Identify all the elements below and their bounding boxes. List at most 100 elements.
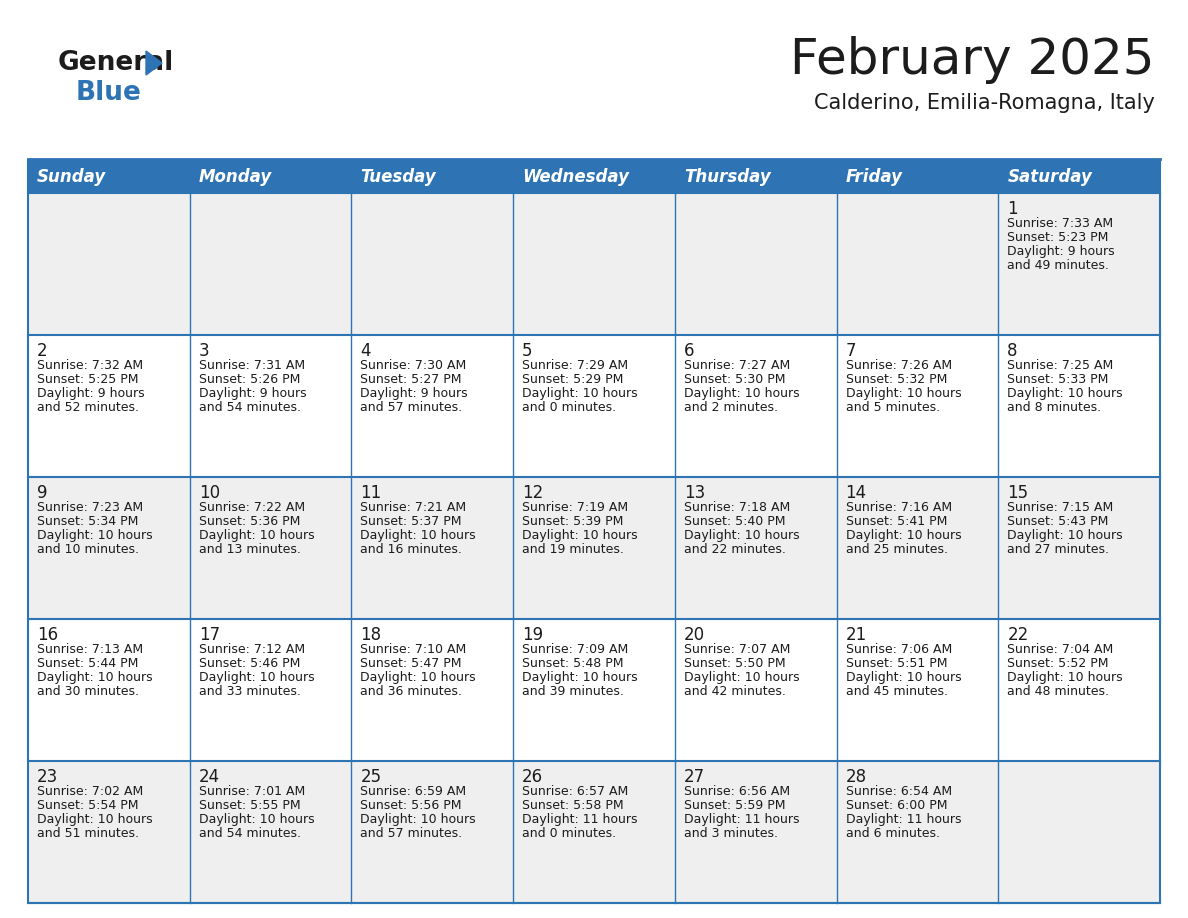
Text: Daylight: 10 hours: Daylight: 10 hours [523, 529, 638, 542]
Text: February 2025: February 2025 [790, 36, 1155, 84]
Text: Sunrise: 7:04 AM: Sunrise: 7:04 AM [1007, 643, 1113, 655]
Bar [513, 160, 675, 193]
Text: Sunrise: 7:09 AM: Sunrise: 7:09 AM [523, 643, 628, 655]
Text: 2: 2 [37, 342, 48, 360]
Text: 21: 21 [846, 626, 867, 644]
Text: Sunset: 5:50 PM: Sunset: 5:50 PM [684, 656, 785, 670]
Text: Daylight: 10 hours: Daylight: 10 hours [198, 529, 315, 542]
Text: Daylight: 10 hours: Daylight: 10 hours [360, 812, 476, 825]
Text: Sunrise: 7:32 AM: Sunrise: 7:32 AM [37, 359, 143, 372]
Text: Sunrise: 7:30 AM: Sunrise: 7:30 AM [360, 359, 467, 372]
Text: Sunset: 5:40 PM: Sunset: 5:40 PM [684, 515, 785, 528]
Text: Sunrise: 7:22 AM: Sunrise: 7:22 AM [198, 501, 305, 514]
Text: Sunset: 5:30 PM: Sunset: 5:30 PM [684, 373, 785, 386]
Text: Daylight: 11 hours: Daylight: 11 hours [523, 812, 638, 825]
Text: 27: 27 [684, 768, 704, 786]
Text: General: General [58, 50, 175, 76]
Text: Friday: Friday [846, 167, 903, 185]
Text: 28: 28 [846, 768, 867, 786]
Text: Daylight: 10 hours: Daylight: 10 hours [846, 529, 961, 542]
Text: Sunrise: 7:21 AM: Sunrise: 7:21 AM [360, 501, 467, 514]
Text: Sunset: 5:46 PM: Sunset: 5:46 PM [198, 656, 301, 670]
Text: Daylight: 10 hours: Daylight: 10 hours [360, 529, 476, 542]
Text: Sunset: 5:47 PM: Sunset: 5:47 PM [360, 656, 462, 670]
Text: and 2 minutes.: and 2 minutes. [684, 400, 778, 414]
Text: and 5 minutes.: and 5 minutes. [846, 400, 940, 414]
Text: 24: 24 [198, 768, 220, 786]
Text: and 16 minutes.: and 16 minutes. [360, 543, 462, 555]
Text: and 57 minutes.: and 57 minutes. [360, 826, 462, 840]
Bar [836, 160, 998, 193]
Text: Sunset: 5:55 PM: Sunset: 5:55 PM [198, 799, 301, 812]
Text: and 3 minutes.: and 3 minutes. [684, 826, 778, 840]
Text: 16: 16 [37, 626, 58, 644]
Text: Sunrise: 7:15 AM: Sunrise: 7:15 AM [1007, 501, 1113, 514]
Text: Sunday: Sunday [37, 167, 106, 185]
Text: Sunrise: 7:01 AM: Sunrise: 7:01 AM [198, 785, 305, 798]
Text: and 48 minutes.: and 48 minutes. [1007, 685, 1110, 698]
Text: Sunset: 5:27 PM: Sunset: 5:27 PM [360, 373, 462, 386]
Text: Sunrise: 7:10 AM: Sunrise: 7:10 AM [360, 643, 467, 655]
Bar [29, 160, 1159, 903]
Bar [190, 160, 352, 193]
Text: Daylight: 9 hours: Daylight: 9 hours [198, 386, 307, 399]
Text: Daylight: 9 hours: Daylight: 9 hours [360, 386, 468, 399]
Text: and 8 minutes.: and 8 minutes. [1007, 400, 1101, 414]
Text: Sunrise: 7:06 AM: Sunrise: 7:06 AM [846, 643, 952, 655]
Text: Daylight: 10 hours: Daylight: 10 hours [198, 812, 315, 825]
Text: Daylight: 11 hours: Daylight: 11 hours [846, 812, 961, 825]
Text: Saturday: Saturday [1007, 167, 1092, 185]
Text: 25: 25 [360, 768, 381, 786]
Text: Sunset: 5:56 PM: Sunset: 5:56 PM [360, 799, 462, 812]
Text: 1: 1 [1007, 200, 1018, 218]
Bar [675, 160, 836, 193]
Text: Sunset: 5:59 PM: Sunset: 5:59 PM [684, 799, 785, 812]
Text: Sunset: 5:51 PM: Sunset: 5:51 PM [846, 656, 947, 670]
Bar [29, 193, 1159, 335]
Bar [29, 160, 190, 193]
Text: Daylight: 10 hours: Daylight: 10 hours [37, 671, 152, 684]
Text: Daylight: 10 hours: Daylight: 10 hours [198, 671, 315, 684]
Bar [998, 160, 1159, 193]
Text: and 30 minutes.: and 30 minutes. [37, 685, 139, 698]
Text: Sunset: 5:48 PM: Sunset: 5:48 PM [523, 656, 624, 670]
Text: and 13 minutes.: and 13 minutes. [198, 543, 301, 555]
Text: and 19 minutes.: and 19 minutes. [523, 543, 624, 555]
Bar [29, 619, 1159, 761]
Text: and 22 minutes.: and 22 minutes. [684, 543, 785, 555]
Text: 10: 10 [198, 484, 220, 502]
Text: 17: 17 [198, 626, 220, 644]
Text: Daylight: 11 hours: Daylight: 11 hours [684, 812, 800, 825]
Text: 8: 8 [1007, 342, 1018, 360]
Text: Daylight: 10 hours: Daylight: 10 hours [846, 386, 961, 399]
Text: Sunset: 5:32 PM: Sunset: 5:32 PM [846, 373, 947, 386]
Text: 5: 5 [523, 342, 532, 360]
Text: Daylight: 10 hours: Daylight: 10 hours [1007, 386, 1123, 399]
Text: and 45 minutes.: and 45 minutes. [846, 685, 948, 698]
Bar [29, 477, 1159, 619]
Text: Daylight: 10 hours: Daylight: 10 hours [523, 386, 638, 399]
Text: Daylight: 10 hours: Daylight: 10 hours [1007, 671, 1123, 684]
Text: Sunrise: 7:23 AM: Sunrise: 7:23 AM [37, 501, 143, 514]
Text: Sunrise: 6:56 AM: Sunrise: 6:56 AM [684, 785, 790, 798]
Text: Sunrise: 6:54 AM: Sunrise: 6:54 AM [846, 785, 952, 798]
Text: Sunset: 5:33 PM: Sunset: 5:33 PM [1007, 373, 1108, 386]
Text: and 25 minutes.: and 25 minutes. [846, 543, 948, 555]
Text: Sunset: 5:34 PM: Sunset: 5:34 PM [37, 515, 138, 528]
Text: 20: 20 [684, 626, 704, 644]
Text: Wednesday: Wednesday [523, 167, 630, 185]
Text: Daylight: 10 hours: Daylight: 10 hours [360, 671, 476, 684]
Text: Daylight: 10 hours: Daylight: 10 hours [1007, 529, 1123, 542]
Text: 3: 3 [198, 342, 209, 360]
Text: and 42 minutes.: and 42 minutes. [684, 685, 785, 698]
Text: 26: 26 [523, 768, 543, 786]
Text: Sunset: 5:23 PM: Sunset: 5:23 PM [1007, 230, 1108, 244]
Text: Daylight: 9 hours: Daylight: 9 hours [37, 386, 145, 399]
Text: Monday: Monday [198, 167, 272, 185]
Text: Sunset: 5:41 PM: Sunset: 5:41 PM [846, 515, 947, 528]
Text: Daylight: 10 hours: Daylight: 10 hours [684, 671, 800, 684]
Text: Daylight: 10 hours: Daylight: 10 hours [684, 386, 800, 399]
Text: Sunset: 5:25 PM: Sunset: 5:25 PM [37, 373, 139, 386]
Text: 19: 19 [523, 626, 543, 644]
Text: Sunset: 5:29 PM: Sunset: 5:29 PM [523, 373, 624, 386]
